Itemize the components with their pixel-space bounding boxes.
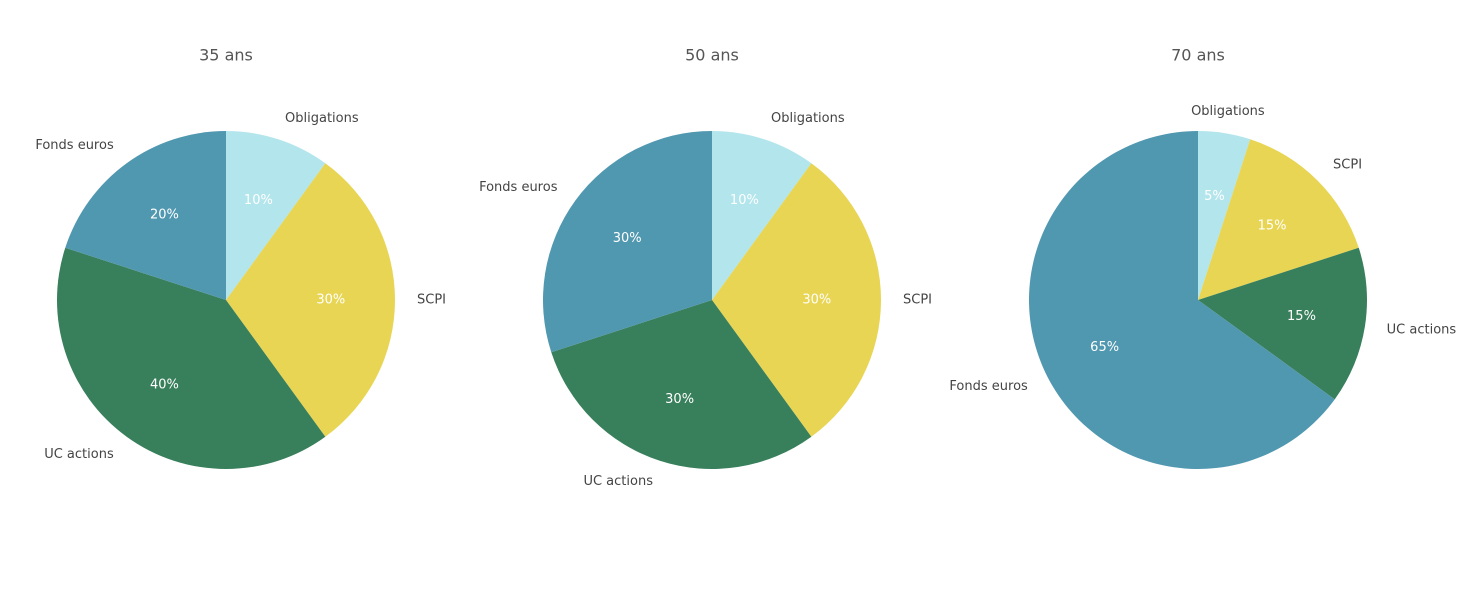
- value-label: 5%: [1204, 189, 1225, 204]
- value-label: 30%: [613, 231, 642, 246]
- value-label: 30%: [316, 293, 345, 308]
- pie-slice: [712, 131, 812, 300]
- value-label: 15%: [1258, 218, 1287, 233]
- category-label: UC actions: [583, 474, 653, 489]
- category-label: SCPI: [903, 293, 932, 308]
- category-label: Fonds euros: [949, 379, 1028, 394]
- chart-title: 35 ans: [199, 46, 253, 65]
- category-label: Obligations: [771, 111, 845, 126]
- value-label: 30%: [665, 392, 694, 407]
- category-label: UC actions: [44, 447, 114, 462]
- value-label: 65%: [1090, 340, 1119, 355]
- value-label: 10%: [244, 193, 273, 208]
- pie-slice: [226, 163, 396, 437]
- pie-slice: [1198, 139, 1359, 300]
- pie-slice: [551, 300, 812, 469]
- category-label: Fonds euros: [35, 138, 114, 153]
- category-label: Obligations: [1191, 104, 1265, 119]
- value-label: 15%: [1287, 309, 1316, 324]
- value-label: 10%: [730, 193, 759, 208]
- category-label: SCPI: [417, 293, 446, 308]
- chart-title: 70 ans: [1171, 46, 1225, 65]
- pie-slice: [1198, 247, 1367, 400]
- value-label: 30%: [802, 293, 831, 308]
- value-label: 20%: [150, 208, 179, 223]
- pie-slice: [65, 131, 226, 300]
- category-label: Fonds euros: [479, 180, 558, 195]
- pie-slice: [226, 131, 326, 300]
- pie-slice: [56, 247, 326, 469]
- category-label: Obligations: [285, 111, 359, 126]
- pie-slice: [1198, 131, 1251, 300]
- pie-slice: [543, 131, 712, 353]
- category-label: SCPI: [1333, 157, 1362, 172]
- pie-slice: [1029, 131, 1335, 469]
- value-label: 40%: [150, 377, 179, 392]
- chart-title: 50 ans: [685, 46, 739, 65]
- category-label: UC actions: [1387, 322, 1457, 337]
- pie-slice: [712, 163, 882, 437]
